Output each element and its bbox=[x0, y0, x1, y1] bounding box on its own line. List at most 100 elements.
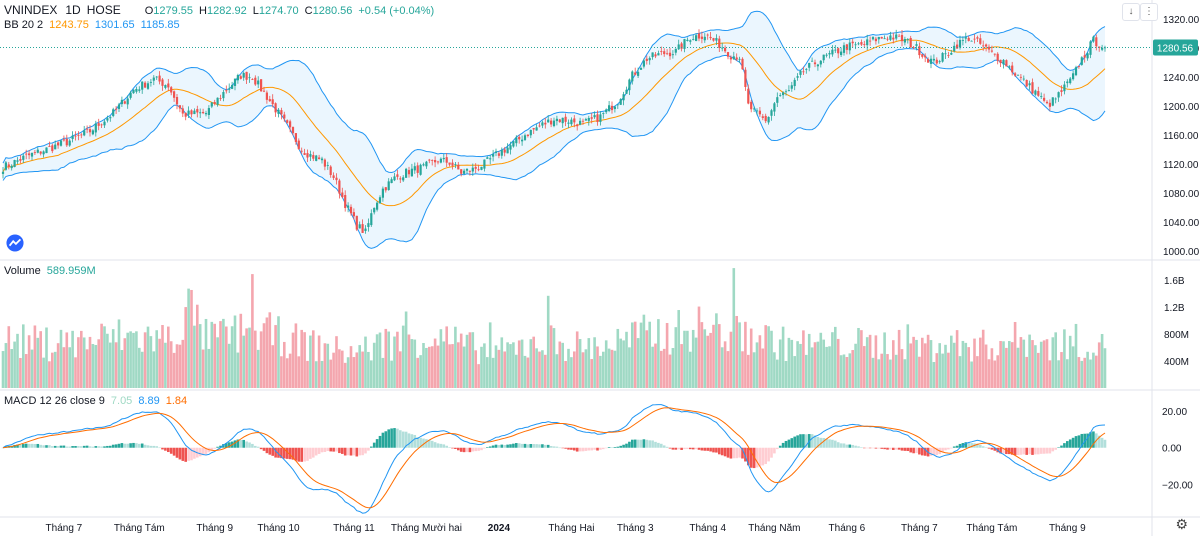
candle-body bbox=[442, 157, 445, 160]
volume-bar bbox=[448, 344, 451, 388]
candle-body bbox=[529, 129, 532, 136]
volume-bar bbox=[900, 349, 904, 388]
settings-gear-icon[interactable]: ⚙ bbox=[1175, 516, 1188, 532]
macd-histogram-bar bbox=[770, 447, 773, 458]
candle-body bbox=[1074, 67, 1078, 76]
more-options-button[interactable]: ⋮ bbox=[1140, 3, 1158, 21]
volume-bar bbox=[1074, 323, 1078, 388]
macd-histogram-bar bbox=[167, 447, 170, 453]
candle-body bbox=[857, 43, 860, 45]
macd-histogram-bar bbox=[906, 447, 910, 452]
volume-bar bbox=[822, 339, 825, 388]
volume-bar bbox=[135, 331, 138, 388]
macd-histogram-bar bbox=[941, 447, 944, 452]
macd-histogram-bar bbox=[343, 447, 347, 456]
macd-histogram-bar bbox=[822, 437, 825, 448]
macd-histogram-bar bbox=[834, 440, 837, 448]
macd-histogram-bar bbox=[628, 441, 631, 448]
volume-bar bbox=[747, 354, 750, 388]
time-axis-label: Tháng Mười hai bbox=[391, 523, 462, 534]
volume-bar bbox=[671, 348, 675, 388]
candle-body bbox=[1011, 65, 1014, 73]
volume-bar bbox=[27, 335, 31, 388]
volume-bar bbox=[981, 329, 985, 388]
volume-bar bbox=[413, 339, 417, 388]
macd-histogram-bar bbox=[981, 446, 985, 448]
candle-body bbox=[1077, 66, 1080, 67]
volume-bar bbox=[790, 339, 794, 388]
volume-bar bbox=[604, 340, 608, 388]
time-axis-label: Tháng Tám bbox=[114, 523, 165, 534]
candle-body bbox=[558, 119, 561, 123]
volume-bar bbox=[103, 326, 106, 388]
volume-bar bbox=[781, 326, 785, 388]
macd-histogram-bar bbox=[399, 430, 402, 448]
volume-bar bbox=[561, 342, 564, 388]
volume-bar bbox=[430, 346, 434, 388]
volume-bar bbox=[1100, 334, 1104, 388]
candle-body bbox=[909, 38, 912, 48]
macd-histogram-bar bbox=[892, 447, 895, 450]
macd-histogram-bar bbox=[491, 445, 495, 448]
volume-bar bbox=[100, 323, 103, 388]
volume-bar bbox=[546, 295, 550, 388]
macd-histogram-bar bbox=[439, 443, 443, 448]
volume-bar bbox=[1086, 351, 1089, 388]
macd-histogram-bar bbox=[22, 444, 25, 448]
macd-histogram-bar bbox=[744, 447, 747, 462]
candle-body bbox=[837, 48, 840, 54]
macd-histogram-bar bbox=[120, 443, 124, 448]
volume-bar bbox=[718, 324, 721, 388]
candle-body bbox=[668, 52, 672, 57]
scroll-down-button[interactable]: ↓ bbox=[1122, 3, 1140, 21]
candle-body bbox=[71, 135, 74, 139]
volume-bar bbox=[233, 315, 237, 388]
volume-bar bbox=[860, 330, 863, 388]
macd-histogram-bar bbox=[1016, 447, 1020, 455]
candle-body bbox=[686, 39, 689, 41]
volume-bar bbox=[277, 316, 280, 388]
candle-body bbox=[213, 101, 216, 104]
volume-bar bbox=[503, 351, 506, 388]
candle-body bbox=[349, 206, 353, 214]
volume-bar bbox=[1025, 356, 1028, 388]
candle-body bbox=[1, 171, 5, 174]
open-label: O bbox=[144, 5, 154, 17]
candle-body bbox=[57, 142, 60, 146]
volume-bar bbox=[639, 322, 643, 388]
candle-body bbox=[680, 43, 683, 49]
macd-histogram-bar bbox=[480, 447, 483, 451]
macd-histogram-bar bbox=[274, 447, 277, 458]
macd-histogram-bar bbox=[355, 447, 359, 457]
candle-body bbox=[413, 166, 416, 171]
candle-body bbox=[265, 92, 268, 100]
candle-body bbox=[532, 128, 535, 130]
volume-bar bbox=[715, 313, 718, 388]
low-value: 1274.70 bbox=[258, 5, 299, 17]
macd-histogram-bar bbox=[761, 447, 765, 466]
tradingview-logo-icon[interactable] bbox=[6, 234, 24, 252]
volume-bar bbox=[85, 349, 89, 388]
macd-histogram-bar bbox=[503, 444, 506, 448]
macd-histogram-bar bbox=[494, 444, 498, 448]
candle-body bbox=[184, 112, 187, 117]
volume-bar bbox=[573, 351, 576, 388]
candle-body bbox=[1083, 55, 1086, 58]
volume-bar bbox=[874, 335, 878, 388]
candle-body bbox=[924, 55, 927, 58]
candle-body bbox=[286, 120, 289, 123]
candle-body bbox=[767, 116, 770, 123]
candle-body bbox=[457, 164, 460, 170]
volume-bar bbox=[793, 356, 796, 388]
volume-bar bbox=[30, 349, 34, 388]
candle-body bbox=[489, 158, 492, 160]
candle-body bbox=[36, 149, 39, 153]
macd-histogram-bar bbox=[367, 447, 370, 451]
volume-bar bbox=[602, 351, 605, 388]
volume-bar bbox=[1002, 341, 1005, 388]
time-axis-label: Tháng 7 bbox=[901, 523, 938, 534]
macd-histogram-bar bbox=[68, 446, 71, 448]
volume-bar bbox=[512, 342, 515, 388]
macd-histogram-bar bbox=[889, 447, 892, 450]
